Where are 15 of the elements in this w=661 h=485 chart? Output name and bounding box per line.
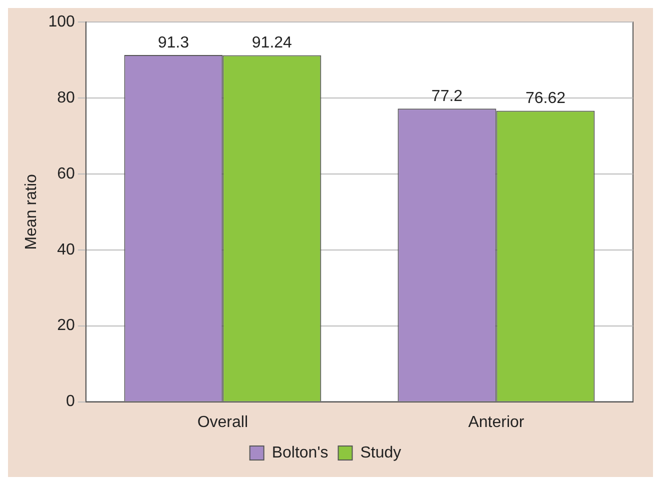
y-tick-label: 60 (57, 165, 75, 182)
data-label: 76.62 (525, 90, 566, 108)
legend-label: Bolton's (272, 444, 328, 462)
legend-label: Study (360, 444, 402, 462)
y-tick-label: 20 (57, 317, 75, 334)
data-label: 91.24 (252, 34, 292, 52)
y-tick-label: 80 (57, 89, 75, 106)
y-tick-label: 0 (66, 393, 75, 410)
data-label: 91.3 (158, 34, 190, 52)
x-tick-label: Anterior (468, 414, 525, 431)
y-tick-label: 40 (57, 241, 75, 258)
y-axis-title: Mean ratio (23, 174, 40, 250)
data-label: 77.2 (431, 88, 463, 105)
y-tick-label: 100 (48, 13, 75, 30)
x-tick-label: Overall (197, 414, 248, 431)
